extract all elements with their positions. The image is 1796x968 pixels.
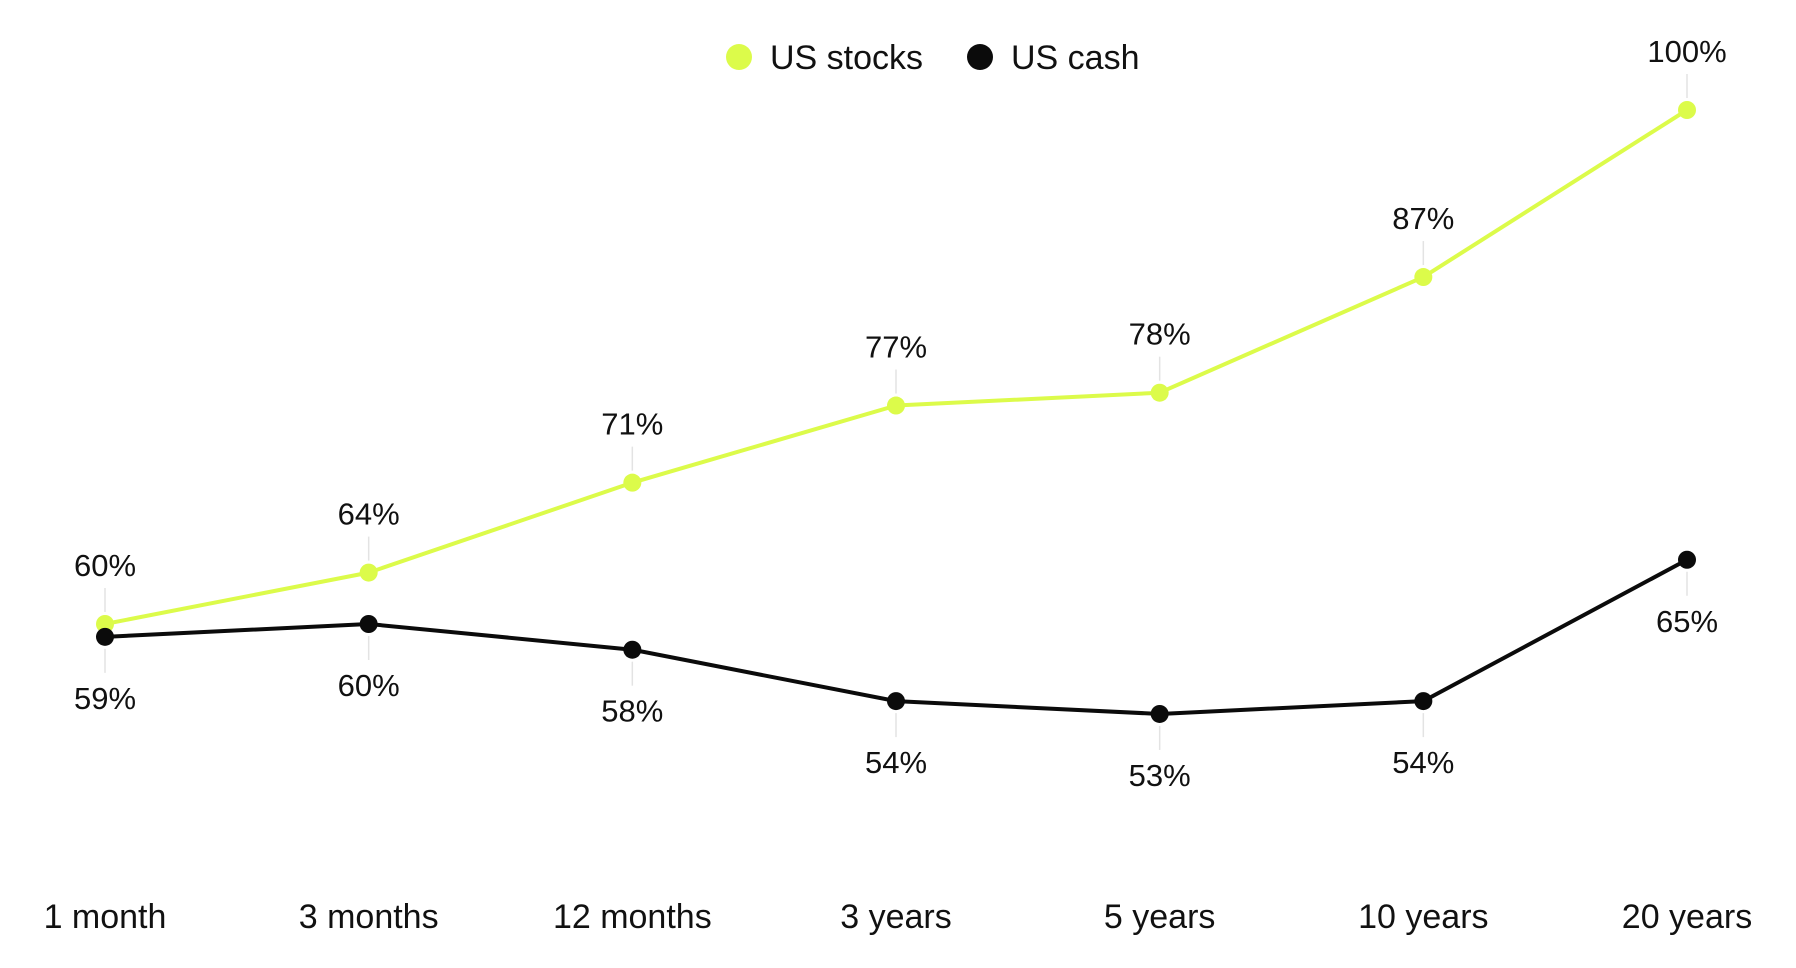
- data-label: 54%: [1392, 745, 1454, 780]
- data-point: [96, 627, 114, 646]
- data-label: 60%: [74, 548, 136, 583]
- data-label: 54%: [865, 745, 927, 780]
- data-labels: 60% 64% 71% 77% 78% 87% 100% 59% 60% 58% 54% 53% 54%…: [74, 34, 1727, 793]
- data-point: [1414, 268, 1433, 287]
- data-point: [1678, 101, 1696, 119]
- data-point: [1414, 692, 1433, 711]
- x-tick-label: 12 months: [553, 898, 712, 936]
- data-label: 87%: [1392, 201, 1454, 236]
- data-label: 53%: [1129, 758, 1191, 793]
- x-tick-label: 20 years: [1622, 898, 1752, 936]
- data-point: [887, 396, 905, 415]
- x-axis-tick-labels: 1 month 3 months 12 months 3 years 5 years 10…: [44, 898, 1753, 936]
- x-tick-label: 5 years: [1104, 898, 1216, 936]
- data-point: [623, 640, 642, 659]
- legend-label: US stocks: [770, 39, 923, 77]
- data-points: [96, 101, 1696, 723]
- data-label: 65%: [1656, 604, 1718, 639]
- data-label: 100%: [1647, 34, 1726, 69]
- label-stems: [104, 74, 1688, 750]
- legend: US stocks US cash: [726, 39, 1140, 77]
- legend-marker: [726, 44, 752, 70]
- legend-marker: [967, 44, 993, 70]
- data-point: [1678, 550, 1696, 569]
- data-label: 78%: [1129, 317, 1191, 352]
- data-label: 71%: [601, 407, 663, 442]
- x-tick-label: 3 years: [840, 898, 952, 936]
- data-label: 58%: [601, 694, 663, 729]
- data-point: [96, 615, 114, 633]
- x-tick-label: 3 months: [299, 898, 439, 936]
- data-point: [623, 473, 642, 492]
- data-point: [359, 615, 378, 633]
- x-tick-label: 10 years: [1358, 898, 1488, 936]
- data-point: [1150, 383, 1169, 402]
- x-tick-label: 1 month: [44, 898, 167, 936]
- data-label: 60%: [338, 668, 400, 703]
- data-label: 59%: [74, 681, 136, 716]
- data-label: 64%: [338, 497, 400, 532]
- data-point: [1150, 704, 1169, 723]
- data-point: [359, 563, 378, 582]
- legend-label: US cash: [1011, 39, 1140, 77]
- series-line: [104, 108, 1689, 626]
- data-label: 77%: [865, 330, 927, 365]
- data-point: [887, 692, 905, 711]
